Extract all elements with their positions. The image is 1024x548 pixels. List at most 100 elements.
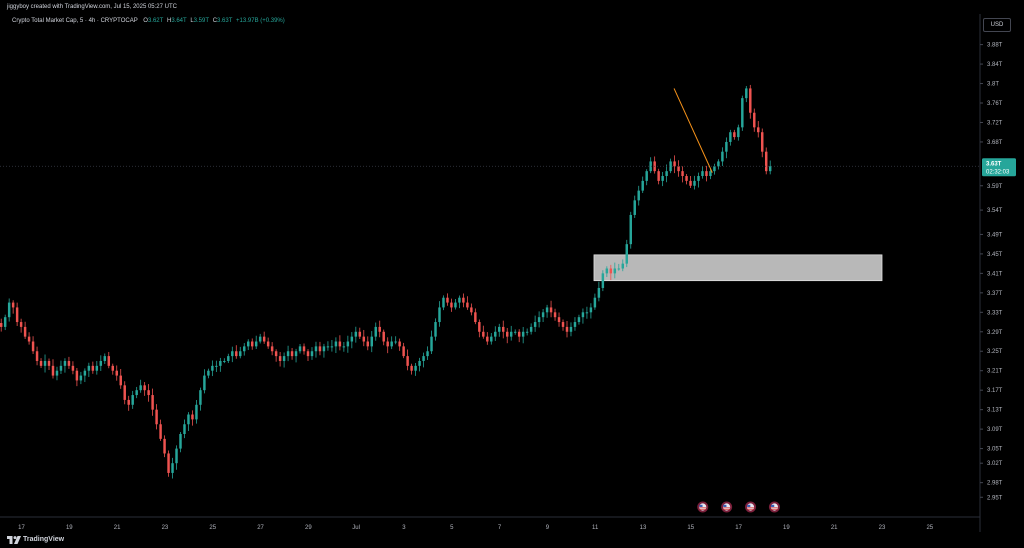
candle-body [629, 214, 632, 245]
price-axis[interactable]: 3.88T 3.84T 3.8T 3.76T 3.72T 3.68T 3.59T 3.54T 3… [979, 14, 1016, 532]
last-price-tag[interactable] [982, 158, 1016, 177]
candle-body [159, 424, 162, 439]
candle-body [0, 323, 3, 327]
event-marker-canton [771, 504, 775, 507]
candle-body [322, 346, 326, 352]
high-label: H [166, 18, 172, 24]
candle-body [597, 287, 601, 298]
candle-body [517, 331, 521, 337]
change-value: +13.97B (+0.39%) [236, 18, 285, 24]
candle-body [99, 360, 103, 366]
candle-body [71, 365, 75, 371]
high-value: 3.64T [171, 18, 187, 24]
price-tick-label: 3.72T [987, 120, 1003, 126]
candle-body [462, 297, 465, 303]
header-bar: jiggyboy created with TradingView.com, J… [0, 0, 1024, 14]
price-tick-label: 3.49T [987, 232, 1003, 238]
currency-button[interactable]: USD [983, 18, 1011, 32]
candle-body [705, 171, 708, 177]
candle-body [601, 273, 605, 288]
candle-body [545, 307, 549, 313]
demand-zone-box[interactable] [593, 254, 883, 282]
us-flag-icon[interactable] [697, 501, 709, 513]
chart-svg[interactable]: 3.88T 3.84T 3.8T 3.76T 3.72T 3.68T 3.59T 3.54T 3… [0, 14, 1024, 532]
candle-body [107, 356, 111, 366]
candle-body [334, 341, 338, 347]
candle-body [338, 341, 342, 347]
candle-body [250, 341, 254, 347]
candle-body [450, 302, 453, 308]
candle-body [115, 370, 118, 376]
candle-body [191, 414, 194, 420]
candle-body [51, 365, 55, 376]
candle-body [478, 322, 481, 332]
candle-body [513, 331, 517, 333]
candle-body [219, 360, 222, 366]
candle-body [151, 395, 154, 410]
date-tick-label: Jul [352, 525, 360, 531]
candle-body [693, 180, 696, 186]
candle-body [55, 370, 59, 376]
candle-body [569, 326, 573, 332]
price-tick-label: 3.8T [987, 82, 999, 88]
candle-body [490, 336, 493, 342]
candle-body [139, 385, 142, 391]
price-tick-label: 3.09T [987, 427, 1003, 433]
candle-body [231, 351, 234, 357]
candle-body [247, 341, 250, 347]
candle-body [95, 365, 99, 371]
candle-body [573, 322, 577, 327]
candle-body [438, 307, 441, 323]
candle-body [282, 356, 286, 361]
author-credit: jiggyboy created with TradingView.com, J… [7, 4, 177, 10]
candle-body [195, 404, 198, 420]
candle-body [111, 365, 114, 371]
candle-body [585, 312, 589, 314]
candle-body [486, 336, 489, 342]
candle-body [314, 346, 318, 352]
price-tick-label: 3.84T [987, 62, 1003, 68]
candle-body [135, 390, 138, 396]
price-tick-label: 2.98T [987, 481, 1003, 487]
candle-body [87, 365, 91, 371]
candle-body [422, 356, 425, 361]
us-flag-icon[interactable] [768, 501, 780, 513]
candle-body [298, 346, 302, 352]
candle-body [406, 356, 409, 366]
candle-body [533, 322, 537, 327]
candle-body [7, 302, 11, 318]
candle-body [227, 356, 230, 361]
time-axis[interactable]: 17 19 21 23 25 27 29 Jul 3 5 7 9 11 13 15 17 19 21 23 25 [0, 516, 980, 531]
candle-body [167, 453, 170, 473]
candle-body [187, 414, 190, 425]
candle-body [370, 336, 373, 347]
candle-body [286, 351, 290, 357]
candle-body [362, 336, 366, 342]
bar-countdown: 02:32:03 [986, 169, 1010, 175]
candle-body [258, 336, 262, 342]
candle-body [665, 171, 668, 177]
candle-body [59, 365, 63, 371]
candle-body [147, 390, 150, 396]
candle-body [47, 360, 51, 366]
candle-body [685, 176, 688, 181]
price-tick-label: 3.37T [987, 291, 1003, 297]
candle-body [75, 370, 79, 381]
candle-body [402, 346, 405, 357]
candle-body [426, 351, 429, 357]
candle-body [239, 351, 242, 357]
us-flag-icon[interactable] [721, 501, 733, 513]
event-markers [697, 501, 780, 513]
chart-area[interactable]: 3.88T 3.84T 3.8T 3.76T 3.72T 3.68T 3.59T 3.54T 3… [0, 14, 1024, 532]
tradingview-logo-icon [7, 536, 21, 544]
candle-body [721, 151, 724, 162]
candle-body [235, 351, 238, 357]
us-flag-icon[interactable] [745, 501, 757, 513]
trendline[interactable] [673, 88, 713, 173]
date-tick-label: 17 [18, 525, 25, 531]
candle-body [466, 302, 469, 308]
date-tick-label: 21 [831, 525, 838, 531]
candle-body [346, 341, 350, 347]
price-tick-label: 3.21T [987, 369, 1003, 375]
price-tick-label: 3.33T [987, 310, 1003, 316]
